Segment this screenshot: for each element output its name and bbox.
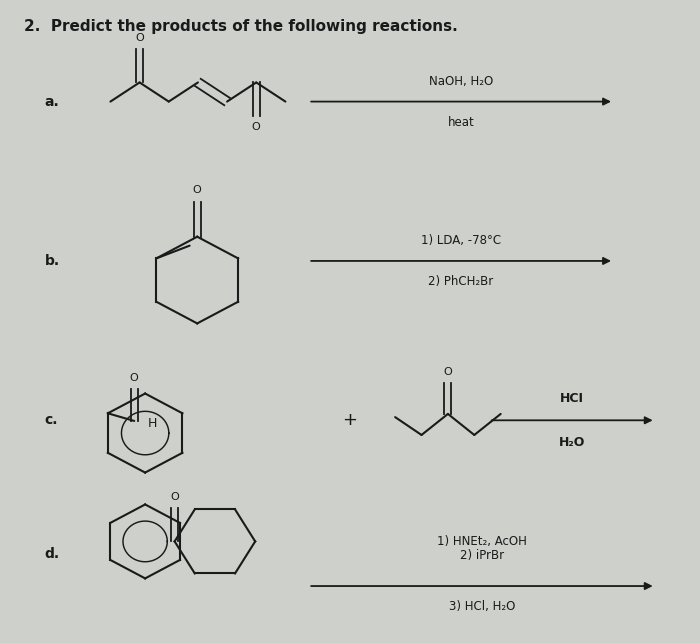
Text: O: O <box>130 373 139 383</box>
Text: +: + <box>342 412 358 430</box>
Text: c.: c. <box>44 413 58 428</box>
Text: O: O <box>252 122 260 132</box>
Text: b.: b. <box>44 254 60 268</box>
Text: H: H <box>148 417 158 430</box>
Text: d.: d. <box>44 547 60 561</box>
Text: O: O <box>135 33 144 43</box>
Text: O: O <box>193 185 202 195</box>
Text: 2) iPrBr: 2) iPrBr <box>460 549 504 562</box>
Text: 3) HCl, H₂O: 3) HCl, H₂O <box>449 600 515 613</box>
Text: O: O <box>170 492 179 502</box>
Text: O: O <box>444 367 452 377</box>
Text: heat: heat <box>448 116 475 129</box>
Text: 1) HNEt₂, AcOH: 1) HNEt₂, AcOH <box>437 535 527 548</box>
Text: 2.  Predict the products of the following reactions.: 2. Predict the products of the following… <box>24 19 457 33</box>
Text: H₂O: H₂O <box>559 435 585 449</box>
Text: a.: a. <box>44 95 60 109</box>
Text: NaOH, H₂O: NaOH, H₂O <box>429 75 493 87</box>
Text: 2) PhCH₂Br: 2) PhCH₂Br <box>428 275 493 288</box>
Text: 1) LDA, -78°C: 1) LDA, -78°C <box>421 234 501 247</box>
Text: HCI: HCI <box>560 392 584 405</box>
